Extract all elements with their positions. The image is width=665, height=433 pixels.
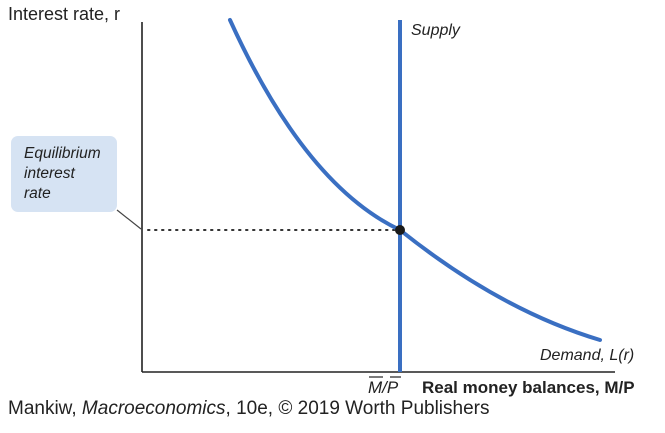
money-supply-tick-label: M/P [368, 378, 399, 397]
x-axis-label: Real money balances, M/P [422, 378, 635, 397]
callout-line-2: interest [24, 165, 76, 182]
equilibrium-callout-box [11, 136, 117, 212]
callout-leader-line [116, 209, 142, 230]
credit-author: Mankiw, [8, 398, 82, 419]
y-axis-label: Interest rate, r [8, 4, 120, 24]
demand-label: Demand, L(r) [540, 347, 634, 364]
source-credit: Mankiw, Macroeconomics, 10e, © 2019 Wort… [8, 398, 490, 420]
y-axis-label-text: Interest rate, r [8, 4, 120, 24]
callout-text: Equilibrium interest rate [24, 145, 105, 202]
credit-book-title: Macroeconomics [81, 398, 226, 419]
equilibrium-point [395, 225, 405, 235]
demand-curve [228, 18, 602, 342]
supply-label: Supply [411, 22, 461, 39]
callout-line-1: Equilibrium [24, 145, 101, 162]
credit-edition-publisher: , 10e, © 2019 Worth Publishers [225, 398, 490, 419]
callout-line-3: rate [24, 185, 51, 202]
